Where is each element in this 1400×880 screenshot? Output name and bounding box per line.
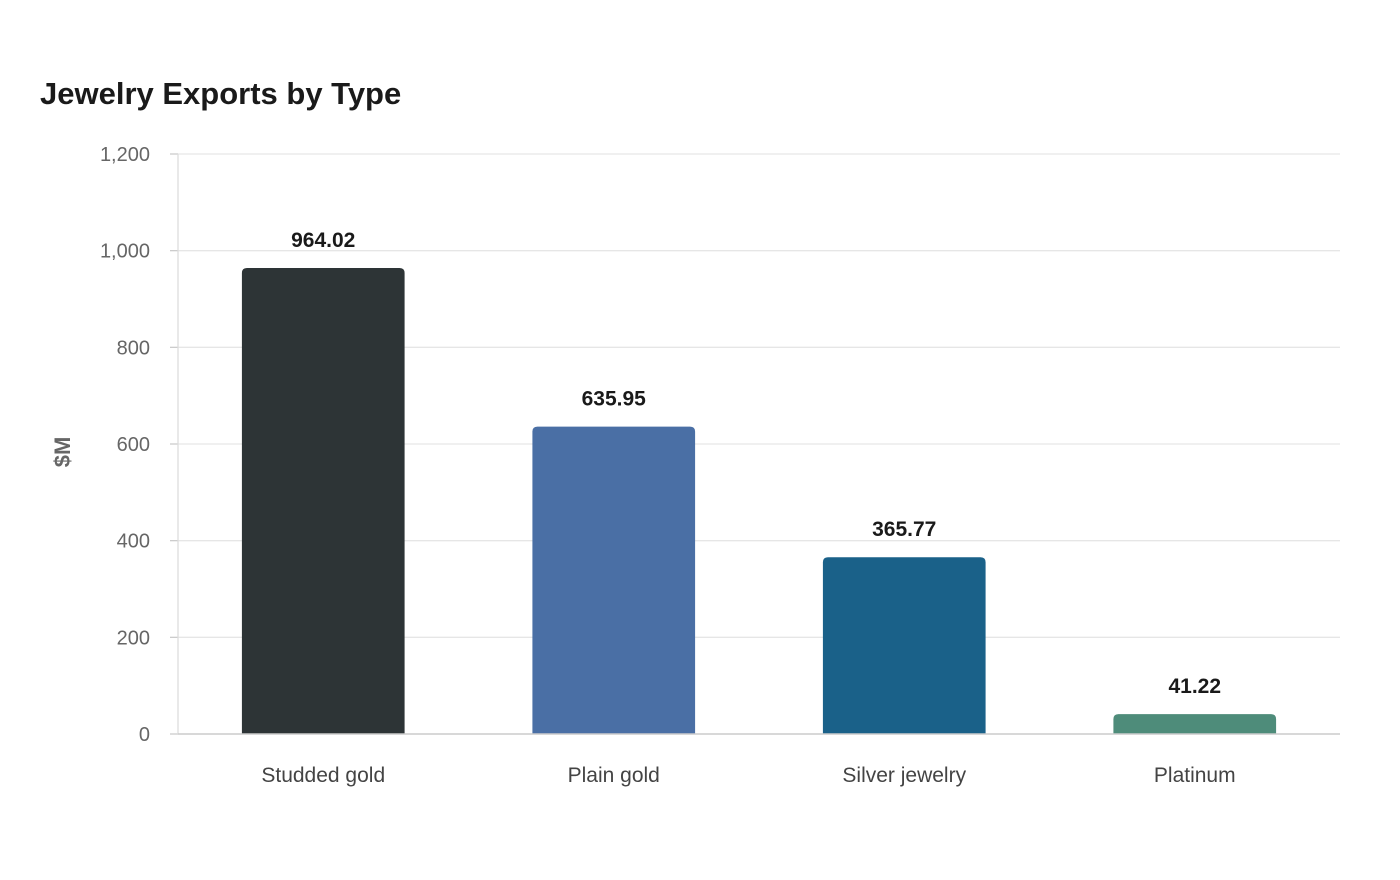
category-label-studded-gold: Studded gold — [261, 764, 385, 787]
category-label-plain-gold: Plain gold — [568, 764, 660, 787]
y-axis-ticks: 0 200 400 600 800 1,000 1,200 — [100, 144, 178, 746]
y-tick-label: 400 — [117, 531, 150, 553]
bars — [241, 268, 1277, 734]
value-label-studded-gold: 964.02 — [291, 229, 355, 252]
value-label-silver-jewelry: 365.77 — [872, 518, 936, 541]
category-label-platinum: Platinum — [1154, 764, 1236, 787]
y-tick-label: 600 — [117, 434, 150, 456]
value-labels: 964.02 635.95 365.77 41.22 — [291, 229, 1221, 698]
y-tick-label: 1,000 — [100, 241, 150, 263]
value-label-plain-gold: 635.95 — [582, 388, 647, 411]
y-tick-label: 800 — [117, 337, 150, 359]
bar-platinum — [1113, 714, 1277, 734]
value-label-platinum: 41.22 — [1168, 675, 1221, 698]
x-axis-categories: Studded gold Plain gold Silver jewelry Plat… — [261, 764, 1235, 787]
bar-plain-gold — [532, 426, 696, 734]
bar-studded-gold — [241, 268, 405, 734]
bar-silver-jewelry — [822, 557, 986, 734]
y-tick-label: 1,200 — [100, 144, 150, 166]
y-axis-title: $M — [50, 437, 75, 468]
y-tick-label: 0 — [139, 724, 150, 746]
y-tick-label: 200 — [117, 627, 150, 649]
category-label-silver-jewelry: Silver jewelry — [842, 764, 966, 787]
chart-title: Jewelry Exports by Type — [40, 76, 402, 111]
